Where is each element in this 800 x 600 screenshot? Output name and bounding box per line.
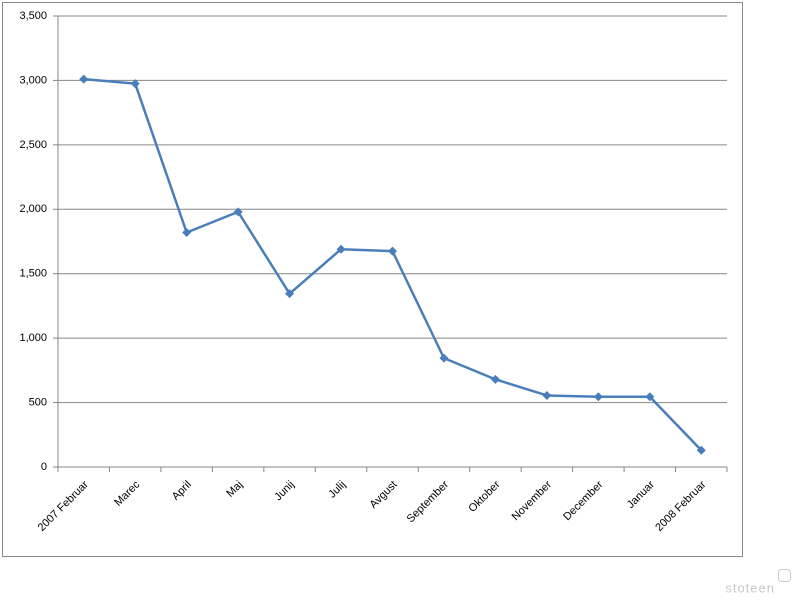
data-point bbox=[645, 392, 655, 402]
data-point bbox=[182, 227, 192, 237]
chart-border bbox=[2, 2, 743, 557]
watermark: stoteen bbox=[725, 580, 775, 595]
y-tick-label: 1,000 bbox=[19, 332, 47, 344]
data-point bbox=[130, 79, 140, 89]
data-point bbox=[593, 392, 603, 402]
data-point bbox=[336, 244, 346, 254]
y-tick-label: 2,500 bbox=[19, 139, 47, 151]
data-point bbox=[439, 353, 449, 363]
y-tick-label: 3,500 bbox=[19, 10, 47, 22]
data-point bbox=[490, 374, 500, 384]
data-point bbox=[542, 390, 552, 400]
y-tick-label: 500 bbox=[29, 396, 47, 408]
y-tick-label: 3,000 bbox=[19, 74, 47, 86]
data-point bbox=[696, 445, 706, 455]
y-tick-label: 1,500 bbox=[19, 268, 47, 280]
y-tick-label: 0 bbox=[41, 461, 47, 473]
data-point bbox=[285, 289, 295, 299]
data-point bbox=[233, 207, 243, 217]
data-point bbox=[79, 74, 89, 84]
watermark-icon bbox=[778, 569, 791, 582]
data-point bbox=[388, 246, 397, 256]
y-tick-label: 2,000 bbox=[19, 203, 47, 215]
